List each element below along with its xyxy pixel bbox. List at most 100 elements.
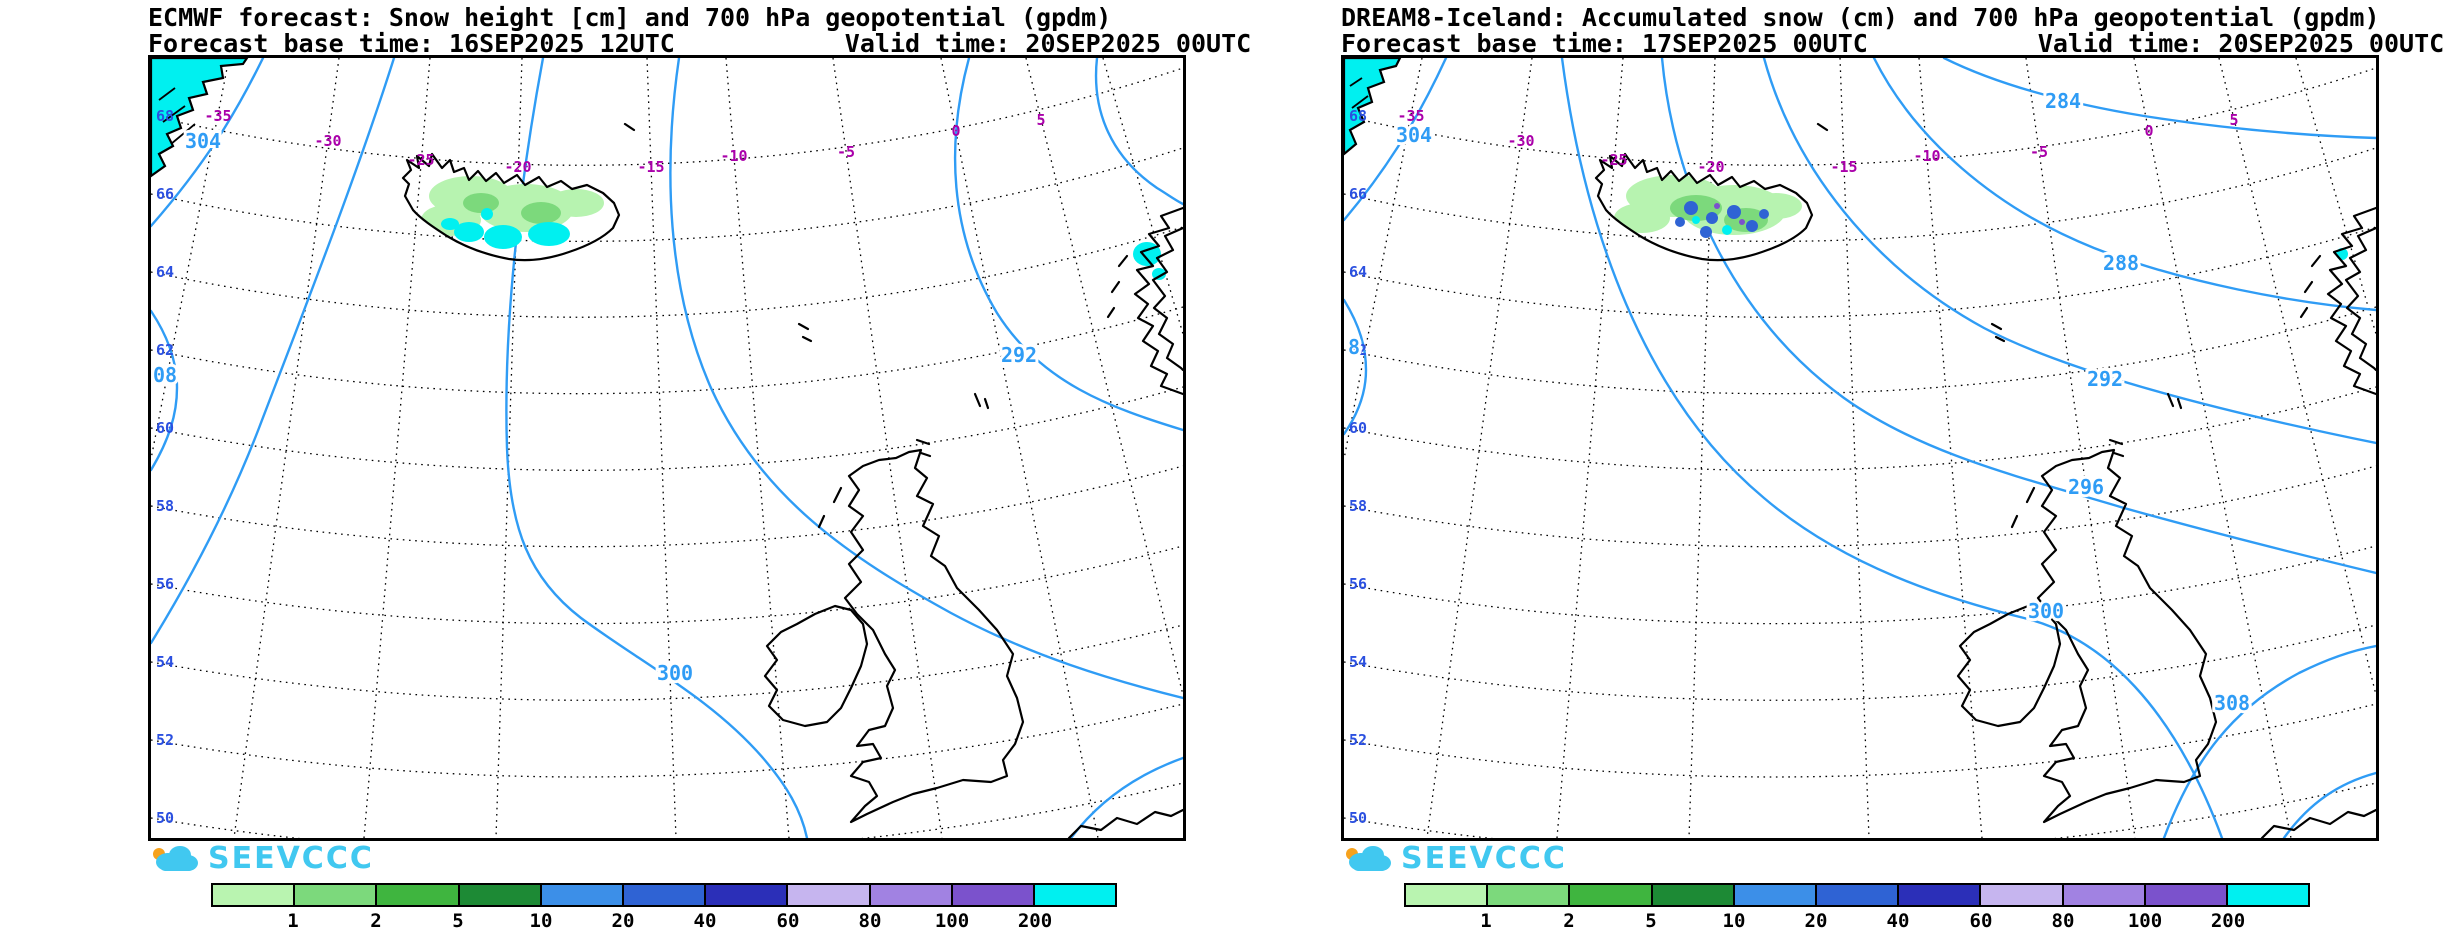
ireland-coast: [1956, 604, 2062, 728]
lon-label: -10: [720, 147, 747, 165]
legend-value: 40: [693, 910, 717, 932]
legend-seg: [1032, 885, 1116, 905]
lon-label: -30: [314, 132, 341, 150]
legend-value: 100: [2127, 910, 2163, 932]
legend-value: 200: [1017, 910, 1053, 932]
lat-label: 50: [156, 809, 174, 827]
coastlines: [401, 122, 1183, 838]
base-time: Forecast base time: 16SEP2025 12UTC: [148, 29, 675, 58]
lon-label: -25: [407, 151, 434, 169]
base-time: Forecast base time: 17SEP2025 00UTC: [1341, 29, 1868, 58]
legend-value: 60: [776, 910, 800, 932]
legend-colorbar: [1404, 883, 2310, 907]
legend-value: 5: [452, 910, 464, 932]
great-britain-coast: [2036, 448, 2218, 824]
lon-label: -10: [1913, 147, 1940, 165]
legend-value: 40: [1886, 910, 1910, 932]
ireland-coast: [763, 604, 869, 728]
jan-mayen: [623, 122, 636, 132]
legend-seg: [786, 885, 869, 905]
legend-seg: [621, 885, 705, 905]
channel-coast: [1067, 808, 1183, 838]
contour-label: 08: [153, 363, 177, 387]
orkney: [2108, 438, 2125, 458]
legend-value: 2: [370, 910, 382, 932]
lat-label: 68: [1349, 107, 1367, 125]
geopotential-contours: [151, 58, 1183, 838]
legend-seg: [1486, 885, 1569, 905]
lon-label: -25: [1600, 151, 1627, 169]
norway-fjords: [1151, 226, 1183, 372]
lat-label: 62: [1349, 341, 1367, 359]
seevccc-logo: SEEVCCC: [1339, 841, 1567, 876]
norway-coast: [1133, 206, 1183, 396]
map-ecmwf: 68 66 64 62 60 58 56 54 52 50 -35 -30 -2…: [148, 55, 1186, 841]
contour-label: 300: [2028, 599, 2064, 623]
lon-label: 0: [951, 122, 960, 140]
norway-islands: [2299, 254, 2322, 319]
iceland-coast: [1594, 152, 1814, 262]
cloud-icon: [1346, 845, 1391, 871]
legend-colorbar: [211, 883, 1117, 907]
valid-time: Valid time: 20SEP2025 00UTC: [844, 29, 1252, 58]
channel-coast: [2260, 808, 2376, 838]
panel-ecmwf: ECMWF forecast: Snow height [cm] and 700…: [0, 0, 1251, 932]
panel-dream8: DREAM8-Iceland: Accumulated snow (cm) an…: [1193, 0, 2449, 932]
legend-value: 20: [611, 910, 635, 932]
legend-seg: [1568, 885, 1651, 905]
valid-time: Valid time: 20SEP2025 00UTC: [2037, 29, 2445, 58]
faroe-islands: [797, 322, 813, 343]
legend-seg: [1979, 885, 2062, 905]
contour-label: 304: [1396, 123, 1432, 147]
contour-label: 308: [2214, 691, 2250, 715]
lat-label: 54: [1349, 653, 1367, 671]
lon-label: 0: [2144, 122, 2153, 140]
faroe-islands: [1990, 322, 2006, 343]
legend-value: 10: [1722, 910, 1746, 932]
legend-seg: [950, 885, 1033, 905]
logo-text: SEEVCCC: [208, 841, 374, 876]
legend-value: 80: [858, 910, 882, 932]
iceland-coast: [401, 152, 621, 262]
map-dream8: 68 66 64 62 60 58 56 54 52 50 -35 -30 -2…: [1341, 55, 2379, 841]
legend-value: 5: [1645, 910, 1657, 932]
legend-value: 100: [934, 910, 970, 932]
lon-label: -35: [1397, 107, 1424, 125]
legend-seg: [1897, 885, 1980, 905]
legend-value: 20: [1804, 910, 1828, 932]
iceland-snow-field: [421, 176, 604, 249]
legend-value: 10: [529, 910, 553, 932]
lon-label: 5: [1036, 111, 1045, 129]
page-title: DREAM8-Iceland: Accumulated snow (cm) an…: [1341, 3, 2380, 32]
lat-label: 66: [156, 185, 174, 203]
lat-label: 56: [156, 575, 174, 593]
lon-label: -30: [1507, 132, 1534, 150]
contour-label: 300: [657, 661, 693, 685]
seevccc-logo: SEEVCCC: [146, 841, 374, 876]
shetland: [2166, 392, 2183, 410]
legend-value: 2: [1563, 910, 1575, 932]
iceland-snow-field: [1614, 175, 1802, 238]
orkney: [915, 438, 932, 458]
page-title: ECMWF forecast: Snow height [cm] and 700…: [148, 3, 1112, 32]
legend-value: 80: [2051, 910, 2075, 932]
contour-label: 292: [1001, 343, 1037, 367]
lon-label: 5: [2229, 111, 2238, 129]
contour-label: 304: [185, 129, 221, 153]
great-britain-coast: [843, 448, 1025, 824]
snow-legend: 1 2 5 10 20 40 60 80 100 200: [211, 883, 1117, 934]
legend-value: 60: [1969, 910, 1993, 932]
lat-label: 60: [1349, 419, 1367, 437]
legend-seg: [868, 885, 951, 905]
legend-values: 1 2 5 10 20 40 60 80 100 200: [1404, 910, 2310, 934]
norway-coast: [2326, 206, 2376, 396]
lat-label: 58: [1349, 497, 1367, 515]
lat-label: 64: [1349, 263, 1367, 281]
hebrides: [2010, 486, 2036, 529]
legend-seg: [2143, 885, 2226, 905]
graticule: [151, 58, 1183, 838]
lon-label: -35: [204, 107, 231, 125]
graticule: [1344, 58, 2376, 838]
contour-value-labels: 08 304 300 292: [151, 126, 1040, 688]
